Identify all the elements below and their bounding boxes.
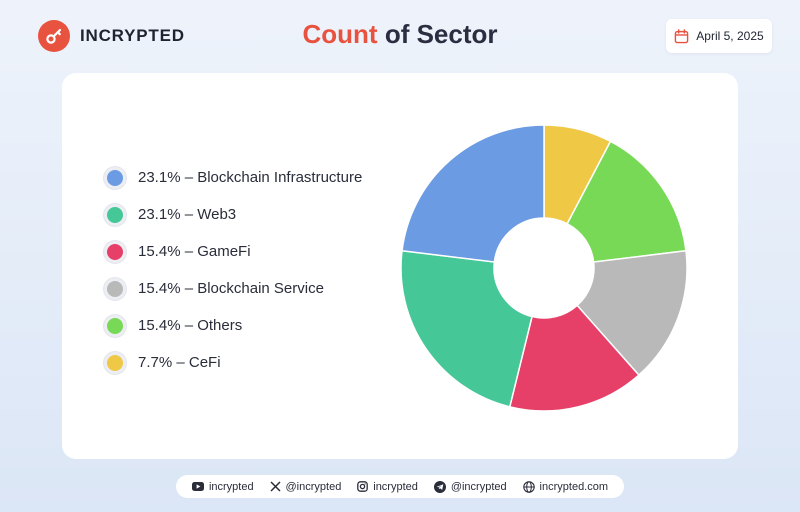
legend-swatch [104, 351, 126, 374]
legend-item: 7.7% – CeFi [104, 344, 362, 381]
page-title: Count of Sector [0, 19, 800, 50]
key-logo-icon [38, 20, 70, 52]
legend-swatch [104, 203, 126, 226]
slice-others [566, 140, 687, 263]
legend-label: 23.1% – Web3 [138, 206, 237, 223]
legend-label: 15.4% – Others [138, 317, 243, 334]
slice-gamefi [508, 304, 640, 412]
social-instagram[interactable]: incrypted [357, 481, 418, 493]
social-telegram[interactable]: @incrypted [433, 480, 507, 493]
legend-item: 15.4% – Others [104, 307, 362, 344]
social-footer: incrypted @incrypted incrypted @incrypte… [176, 475, 624, 498]
telegram-icon [433, 480, 446, 493]
slice-blockchain-service [576, 249, 688, 377]
donut-chart [400, 124, 688, 412]
globe-icon [522, 480, 535, 493]
chart-legend: 23.1% – Blockchain Infrastructure 23.1% … [104, 159, 362, 381]
brand-logo: INCRYPTED [38, 20, 185, 52]
legend-item: 15.4% – Blockchain Service [104, 270, 362, 307]
legend-label: 23.1% – Blockchain Infrastructure [138, 169, 363, 186]
youtube-icon [191, 482, 204, 491]
legend-label: 7.7% – CeFi [138, 354, 221, 371]
social-x[interactable]: @incrypted [269, 480, 342, 493]
x-icon [269, 481, 281, 492]
date-badge: April 5, 2025 [666, 19, 772, 53]
title-rest: of Sector [384, 19, 498, 49]
brand-name: INCRYPTED [80, 26, 185, 45]
chart-card: 23.1% – Blockchain Infrastructure 23.1% … [62, 73, 738, 459]
website-url: incrypted.com [539, 480, 609, 493]
slice-blockchain-infrastructure [401, 124, 545, 263]
legend-swatch [104, 277, 126, 300]
youtube-handle: incrypted [208, 480, 254, 493]
legend-swatch [104, 166, 126, 189]
instagram-handle: incrypted [373, 480, 418, 493]
slice-web3 [400, 249, 533, 408]
legend-label: 15.4% – Blockchain Service [138, 280, 324, 297]
x-handle: @incrypted [285, 480, 342, 493]
social-website[interactable]: incrypted.com [522, 480, 609, 493]
calendar-icon [675, 28, 689, 43]
legend-item: 23.1% – Web3 [104, 196, 362, 233]
date-text: April 5, 2025 [696, 29, 764, 43]
legend-label: 15.4% – GameFi [138, 243, 251, 260]
social-youtube[interactable]: incrypted [191, 480, 254, 493]
instagram-icon [357, 481, 369, 492]
legend-item: 23.1% – Blockchain Infrastructure [104, 159, 362, 196]
telegram-handle: @incrypted [450, 480, 507, 493]
title-accent: Count [302, 19, 378, 49]
legend-item: 15.4% – GameFi [104, 233, 362, 270]
legend-swatch [104, 314, 126, 337]
legend-swatch [104, 240, 126, 263]
